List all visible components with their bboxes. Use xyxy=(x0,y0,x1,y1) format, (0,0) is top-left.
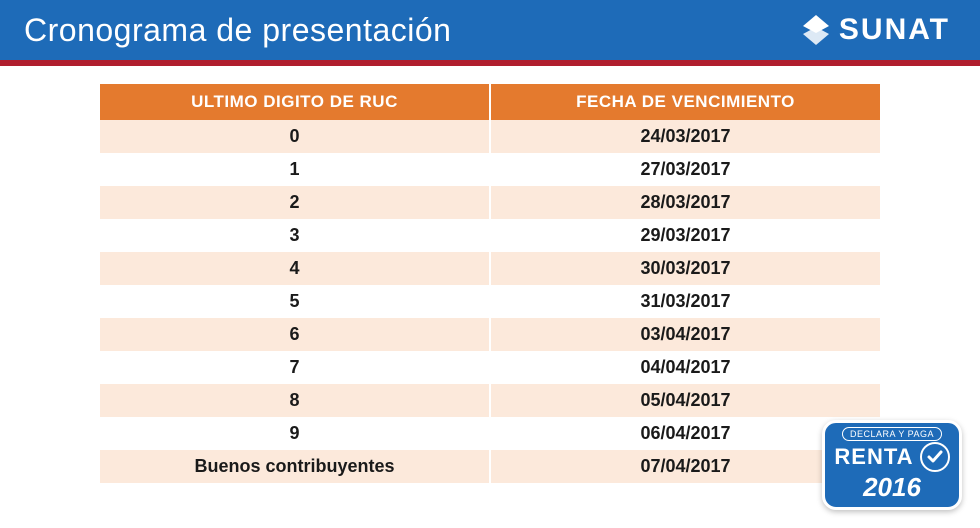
badge-year-text: 2016 xyxy=(863,472,921,503)
table-row: 805/04/2017 xyxy=(100,384,880,417)
table-row: 704/04/2017 xyxy=(100,351,880,384)
cell-ruc: 6 xyxy=(100,318,490,351)
cell-ruc: 2 xyxy=(100,186,490,219)
schedule-table-container: ULTIMO DIGITO DE RUC FECHA DE VENCIMIENT… xyxy=(100,84,880,483)
cell-ruc: 0 xyxy=(100,120,490,153)
table-row: 228/03/2017 xyxy=(100,186,880,219)
cell-date: 28/03/2017 xyxy=(490,186,880,219)
table-row: 603/04/2017 xyxy=(100,318,880,351)
cell-date: 31/03/2017 xyxy=(490,285,880,318)
sunat-logo: SUNAT xyxy=(799,13,950,47)
table-row: 906/04/2017 xyxy=(100,417,880,450)
cell-ruc: 8 xyxy=(100,384,490,417)
sunat-logo-icon xyxy=(799,13,833,47)
cell-date: 27/03/2017 xyxy=(490,153,880,186)
badge-top-text: DECLARA Y PAGA xyxy=(842,427,942,441)
header-bar: Cronograma de presentación SUNAT xyxy=(0,0,980,66)
cell-ruc: 1 xyxy=(100,153,490,186)
sunat-logo-text: SUNAT xyxy=(839,13,950,47)
cell-date: 30/03/2017 xyxy=(490,252,880,285)
cell-date: 24/03/2017 xyxy=(490,120,880,153)
cell-date: 29/03/2017 xyxy=(490,219,880,252)
cell-ruc: 4 xyxy=(100,252,490,285)
cell-date: 04/04/2017 xyxy=(490,351,880,384)
table-row: 531/03/2017 xyxy=(100,285,880,318)
cell-ruc: 3 xyxy=(100,219,490,252)
cell-ruc: Buenos contribuyentes xyxy=(100,450,490,483)
page-title: Cronograma de presentación xyxy=(24,12,451,49)
schedule-table: ULTIMO DIGITO DE RUC FECHA DE VENCIMIENT… xyxy=(100,84,880,483)
badge-main-row: RENTA xyxy=(834,442,949,472)
table-row: 430/03/2017 xyxy=(100,252,880,285)
check-icon xyxy=(920,442,950,472)
cell-ruc: 7 xyxy=(100,351,490,384)
table-row: 127/03/2017 xyxy=(100,153,880,186)
cell-date: 03/04/2017 xyxy=(490,318,880,351)
cell-ruc: 9 xyxy=(100,417,490,450)
table-header-ruc: ULTIMO DIGITO DE RUC xyxy=(100,84,490,120)
cell-date: 05/04/2017 xyxy=(490,384,880,417)
table-header-date: FECHA DE VENCIMIENTO xyxy=(490,84,880,120)
table-header-row: ULTIMO DIGITO DE RUC FECHA DE VENCIMIENT… xyxy=(100,84,880,120)
cell-ruc: 5 xyxy=(100,285,490,318)
table-row: 024/03/2017 xyxy=(100,120,880,153)
badge-renta-text: RENTA xyxy=(834,444,913,470)
renta-badge: DECLARA Y PAGA RENTA 2016 xyxy=(822,420,962,510)
table-row: 329/03/2017 xyxy=(100,219,880,252)
table-row: Buenos contribuyentes07/04/2017 xyxy=(100,450,880,483)
